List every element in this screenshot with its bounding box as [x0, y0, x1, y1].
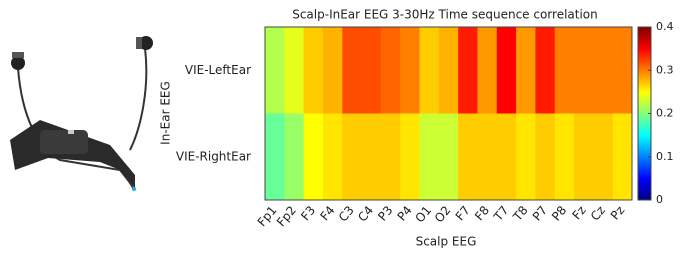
x-tick-label: P8 — [549, 203, 569, 223]
y-axis-label: In-Ear EEG — [159, 81, 173, 145]
heatmap-cell — [381, 114, 401, 201]
heatmap-cell — [613, 27, 633, 114]
x-tick-label: O1 — [412, 203, 434, 225]
heatmap-cell — [477, 27, 497, 114]
heatmap-cell — [613, 114, 633, 201]
heatmap-cell — [284, 27, 304, 114]
x-tick-label: Fp1 — [255, 203, 280, 229]
heatmap-cell — [265, 114, 285, 201]
heatmap-cell — [574, 114, 594, 201]
heatmap-cell — [304, 114, 324, 201]
colorbar-tick-label: 0 — [656, 193, 663, 206]
heatmap-cell — [342, 114, 362, 201]
heatmap-cell — [362, 114, 382, 201]
colorbar-tick-label: 0.4 — [656, 20, 674, 33]
x-tick-label: O2 — [432, 203, 454, 225]
heatmap-cell — [555, 27, 575, 114]
x-tick-label: Cz — [588, 203, 608, 223]
heatmap-cell — [458, 27, 478, 114]
x-tick-label: P3 — [375, 203, 395, 223]
heatmap-cell — [420, 114, 440, 201]
heatmap-cell — [265, 27, 285, 114]
colorbar-tick-label: 0.3 — [656, 63, 674, 76]
x-tick-label: Fp2 — [274, 203, 299, 229]
heatmap-cell — [535, 27, 555, 114]
heatmap-cell — [535, 114, 555, 201]
heatmap-cell — [323, 27, 343, 114]
y-tick-label: VIE-LeftEar — [185, 63, 251, 77]
chart: Scalp-InEar EEG 3-30Hz Time sequence cor… — [0, 0, 686, 252]
y-tick-label: VIE-RightEar — [176, 149, 251, 163]
heatmap-cell — [400, 27, 420, 114]
x-tick-label: F4 — [318, 203, 338, 223]
colorbar-tick-label: 0.2 — [656, 107, 674, 120]
heatmap-cell — [420, 27, 440, 114]
heatmap-cell — [555, 114, 575, 201]
heatmap-cell — [323, 114, 343, 201]
heatmap-cell — [342, 27, 362, 114]
heatmap-cell — [284, 114, 304, 201]
earphone-image — [10, 36, 153, 191]
x-tick-label: P7 — [530, 203, 550, 223]
x-tick-label: P4 — [395, 203, 415, 223]
x-tick-label: F7 — [453, 203, 473, 223]
heatmap-cell — [362, 27, 382, 114]
heatmap-cell — [516, 27, 536, 114]
heatmap-cell — [497, 27, 517, 114]
x-axis-label: Scalp EEG — [416, 235, 477, 249]
heatmap-cell — [593, 27, 613, 114]
x-tick-label: T8 — [510, 203, 531, 224]
heatmap-cell — [477, 114, 497, 201]
x-tick-label: Fz — [569, 203, 588, 222]
x-tick-label: C3 — [336, 203, 357, 224]
heatmap-cell — [439, 27, 459, 114]
x-tick-label: F8 — [472, 203, 492, 223]
x-tick-label: Pz — [608, 203, 627, 222]
chart-title: Scalp-InEar EEG 3-30Hz Time sequence cor… — [292, 8, 598, 22]
heatmap-cell — [593, 114, 613, 201]
heatmap-cell — [400, 114, 420, 201]
heatmap-cell — [516, 114, 536, 201]
colorbar-tick-label: 0.1 — [656, 150, 674, 163]
heatmap-cell — [497, 114, 517, 201]
heatmap-cell — [304, 27, 324, 114]
heatmap-cell — [381, 27, 401, 114]
heatmap-cell — [439, 114, 459, 201]
heatmap-cell — [574, 27, 594, 114]
x-tick-label: C4 — [355, 203, 376, 224]
x-tick-label: T7 — [490, 203, 511, 224]
heatmap-cell — [458, 114, 478, 201]
x-tick-label: F3 — [298, 203, 318, 223]
